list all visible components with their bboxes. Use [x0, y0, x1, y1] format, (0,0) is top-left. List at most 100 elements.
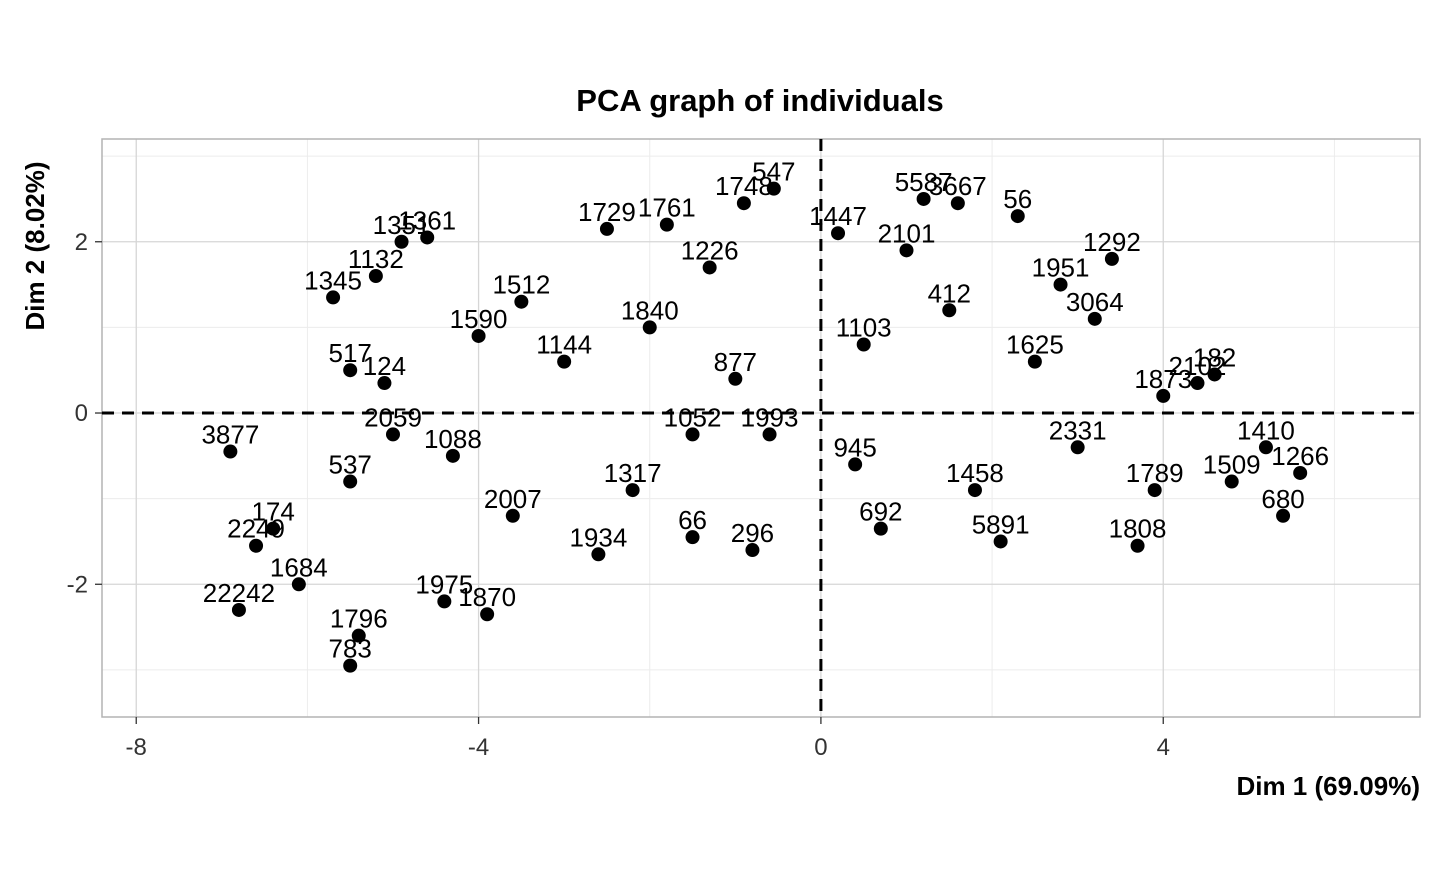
data-point — [736, 196, 751, 211]
data-point — [1156, 388, 1171, 403]
data-point-label: 1993 — [741, 402, 799, 432]
data-point-label: 945 — [833, 432, 876, 462]
data-point-label: 174 — [251, 497, 294, 527]
data-point-label: 5587 — [895, 167, 953, 197]
data-point-label: 1447 — [809, 201, 867, 231]
data-point — [343, 363, 358, 378]
y-tick-label: -2 — [67, 571, 88, 598]
data-point-label: 296 — [731, 518, 774, 548]
data-point-label: 1625 — [1006, 330, 1064, 360]
data-point — [702, 260, 717, 275]
data-point-label: 2059 — [364, 402, 422, 432]
data-point-label: 412 — [928, 278, 971, 308]
data-point-label: 124 — [363, 351, 406, 381]
data-point — [591, 547, 606, 562]
data-point-label: 2101 — [878, 218, 936, 248]
data-point-label: 1808 — [1109, 514, 1167, 544]
data-point-label: 1317 — [604, 458, 662, 488]
data-point — [231, 602, 246, 617]
data-point-label: 1266 — [1271, 441, 1329, 471]
data-point — [445, 448, 460, 463]
data-point-label: 1144 — [536, 330, 592, 360]
data-point — [437, 594, 452, 609]
data-point-label: 692 — [859, 497, 902, 527]
data-point-label: 1684 — [270, 552, 328, 582]
data-point — [385, 427, 400, 442]
data-point — [1190, 376, 1205, 391]
data-point — [1276, 508, 1291, 523]
data-point-label: 1873 — [1134, 364, 1192, 394]
data-point-label: 1729 — [578, 197, 636, 227]
y-tick-label: 0 — [75, 400, 88, 427]
data-point-label: 1345 — [304, 265, 362, 295]
data-point — [1053, 277, 1068, 292]
data-point — [848, 457, 863, 472]
data-point — [557, 354, 572, 369]
data-point-label: 877 — [714, 347, 757, 377]
data-point-label: 1361 — [398, 205, 456, 235]
data-point-label: 1789 — [1126, 458, 1184, 488]
data-point — [685, 530, 700, 545]
data-point — [343, 658, 358, 673]
data-point — [1010, 209, 1025, 224]
data-point-label: 1590 — [450, 304, 508, 334]
data-point-label: 182 — [1193, 342, 1236, 372]
y-axis-title: Dim 2 (8.02%) — [20, 161, 50, 330]
data-point-label: 22242 — [203, 578, 275, 608]
data-point-label: 56 — [1003, 184, 1032, 214]
data-point-label: 1458 — [946, 458, 1004, 488]
data-point — [249, 538, 264, 553]
data-point-label: 1509 — [1203, 450, 1261, 480]
data-point-label: 1088 — [424, 424, 482, 454]
data-point — [420, 230, 435, 245]
data-point-label: 66 — [678, 505, 707, 535]
data-point-label: 1761 — [638, 193, 696, 223]
data-point — [291, 577, 306, 592]
data-point — [1027, 354, 1042, 369]
data-point-label: 1796 — [330, 604, 388, 634]
data-point-label: 1840 — [621, 295, 679, 325]
x-tick-label: -8 — [126, 734, 147, 761]
data-point — [1070, 440, 1085, 455]
data-point-label: 3064 — [1066, 287, 1124, 317]
data-point-label: 1934 — [569, 522, 627, 552]
data-point-label: 1132 — [348, 244, 404, 274]
data-point — [599, 221, 614, 236]
data-point — [514, 294, 529, 309]
data-point — [1104, 251, 1119, 266]
data-point — [343, 474, 358, 489]
data-point-label: 1951 — [1032, 253, 1090, 283]
data-point — [223, 444, 238, 459]
data-point — [831, 226, 846, 241]
x-tick-label: -4 — [468, 734, 489, 761]
data-point-label: 1975 — [415, 569, 473, 599]
data-point-label: 2331 — [1049, 415, 1107, 445]
data-point — [505, 508, 520, 523]
data-point — [950, 196, 965, 211]
data-point — [625, 483, 640, 498]
data-point — [351, 628, 366, 643]
data-point — [899, 243, 914, 258]
data-point-label: 1226 — [681, 235, 739, 265]
data-point-label: 1052 — [664, 402, 722, 432]
data-point — [762, 427, 777, 442]
data-point-label: 517 — [328, 338, 371, 368]
data-point — [377, 376, 392, 391]
x-tick-label: 4 — [1157, 734, 1170, 761]
data-point-label: 1410 — [1237, 415, 1295, 445]
x-axis-title: Dim 1 (69.09%) — [1236, 771, 1420, 801]
data-point — [942, 303, 957, 318]
data-point — [266, 521, 281, 536]
data-point — [480, 607, 495, 622]
data-point — [326, 290, 341, 305]
data-point — [1087, 311, 1102, 326]
data-point — [685, 427, 700, 442]
data-point-label: 547 — [752, 157, 795, 187]
data-point — [368, 269, 383, 284]
data-point-label: 5891 — [972, 509, 1030, 539]
data-point — [1207, 367, 1222, 382]
data-point — [728, 371, 743, 386]
data-point — [766, 181, 781, 196]
